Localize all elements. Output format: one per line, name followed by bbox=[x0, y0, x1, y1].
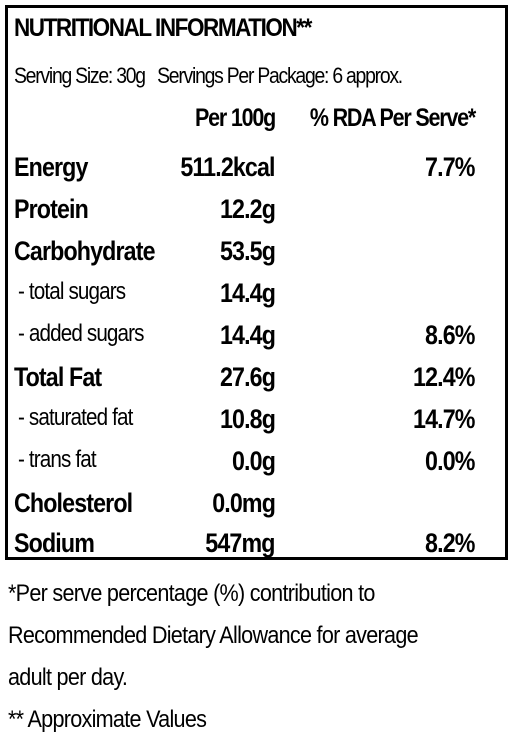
footnote-line-3: adult per day. bbox=[8, 664, 128, 691]
nutrient-per100: 547mg bbox=[205, 528, 276, 558]
nutrient-row-trans-fat: - trans fat 0.0g 0.0% bbox=[0, 446, 519, 486]
nutrient-name: Total Fat bbox=[14, 362, 102, 392]
footnote-line-1: *Per serve percentage (%) contribution t… bbox=[8, 580, 375, 607]
column-header-per-100g: Per 100g bbox=[194, 104, 276, 132]
nutrient-name: Sodium bbox=[14, 528, 95, 558]
footnote-line-2: Recommended Dietary Allowance for averag… bbox=[8, 622, 419, 649]
nutrient-per100: 10.8g bbox=[219, 404, 276, 434]
nutrient-rda: 12.4% bbox=[413, 362, 475, 392]
nutrient-row-protein: Protein 12.2g bbox=[0, 194, 519, 234]
nutrient-row-energy: Energy 511.2kcal 7.7% bbox=[0, 152, 519, 192]
nutrient-rda: 7.7% bbox=[425, 152, 476, 182]
nutrient-name: - trans fat bbox=[18, 446, 97, 473]
nutrient-per100: 53.5g bbox=[219, 236, 276, 266]
nutrient-name: Protein bbox=[14, 194, 89, 224]
nutrient-row-cholesterol: Cholesterol 0.0mg bbox=[0, 488, 519, 528]
serving-info: Serving Size: 30g Servings Per Package: 6… bbox=[14, 63, 403, 89]
nutrient-per100: 14.4g bbox=[219, 278, 276, 308]
nutrient-rda: 8.6% bbox=[425, 320, 476, 350]
nutrient-name: - added sugars bbox=[18, 320, 145, 347]
nutrient-name: - saturated fat bbox=[18, 404, 133, 431]
label-title: NUTRITIONAL INFORMATION** bbox=[14, 14, 312, 42]
nutrient-name: - total sugars bbox=[18, 278, 126, 305]
nutrient-name: Energy bbox=[14, 152, 88, 182]
footnote-approximate: ** Approximate Values bbox=[8, 706, 207, 733]
nutrient-row-sodium: Sodium 547mg 8.2% bbox=[0, 528, 519, 568]
nutrient-per100: 14.4g bbox=[219, 320, 276, 350]
nutrient-row-added-sugars: - added sugars 14.4g 8.6% bbox=[0, 320, 519, 360]
nutrient-row-total-sugars: - total sugars 14.4g bbox=[0, 278, 519, 318]
nutrient-per100: 27.6g bbox=[219, 362, 276, 392]
nutrient-rda: 8.2% bbox=[425, 528, 476, 558]
nutrient-row-total-fat: Total Fat 27.6g 12.4% bbox=[0, 362, 519, 402]
nutrient-name: Carbohydrate bbox=[14, 236, 156, 266]
nutrition-panel bbox=[5, 5, 508, 560]
nutrient-per100: 511.2kcal bbox=[180, 152, 276, 182]
nutrient-rda: 14.7% bbox=[413, 404, 475, 434]
nutrient-per100: 12.2g bbox=[219, 194, 276, 224]
nutrient-per100: 0.0mg bbox=[212, 488, 276, 518]
nutrient-rda: 0.0% bbox=[425, 446, 476, 476]
nutrient-row-carbohydrate: Carbohydrate 53.5g bbox=[0, 236, 519, 276]
nutrient-row-saturated-fat: - saturated fat 10.8g 14.7% bbox=[0, 404, 519, 444]
nutrient-per100: 0.0g bbox=[231, 446, 276, 476]
nutrient-name: Cholesterol bbox=[14, 488, 133, 518]
serving-size: Serving Size: 30g bbox=[14, 63, 146, 88]
column-header-rda: % RDA Per Serve* bbox=[309, 104, 476, 132]
servings-per-package: Servings Per Package: 6 approx. bbox=[157, 63, 403, 88]
